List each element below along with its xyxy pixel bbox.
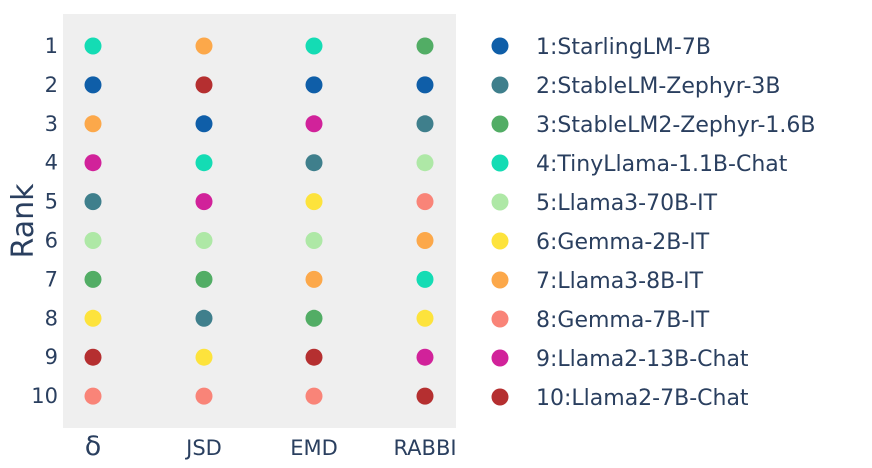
data-point (416, 76, 434, 94)
legend-marker (491, 37, 509, 55)
data-point (84, 115, 102, 133)
legend-label: 6:Gemma-2B-IT (536, 230, 710, 255)
data-point (84, 270, 102, 288)
legend-marker (491, 154, 509, 172)
data-point (416, 37, 434, 55)
y-tick-label: 9 (45, 345, 58, 369)
data-point (305, 76, 323, 94)
y-axis-ticks: 1 2 3 4 5 6 7 8 9 10 (31, 34, 58, 408)
data-point (195, 115, 213, 133)
data-point (305, 348, 323, 366)
x-axis-ticks: δ JSD EMD RABBI (85, 431, 457, 462)
data-point (416, 232, 434, 249)
data-point (416, 154, 434, 172)
data-point (84, 232, 102, 249)
y-tick-label: 5 (45, 190, 58, 214)
data-point (195, 387, 213, 405)
legend-marker (491, 115, 509, 133)
legend-marker (491, 193, 509, 211)
legend-marker (491, 349, 509, 367)
data-point (416, 193, 434, 211)
y-tick-label: 1 (45, 34, 58, 58)
legend-label: 2:StableLM-Zephyr-3B (536, 74, 780, 99)
legend-marker (491, 388, 509, 406)
data-point (416, 309, 434, 327)
data-point (416, 348, 434, 366)
data-point (305, 115, 323, 133)
data-point (305, 309, 323, 327)
data-point (195, 309, 213, 327)
legend-marker (491, 76, 509, 94)
data-point (416, 387, 434, 405)
legend-marker (491, 232, 509, 250)
legend-marker (491, 310, 509, 328)
data-point (305, 232, 323, 249)
x-tick-label: EMD (290, 436, 338, 460)
legend: 1:StarlingLM-7B 2:StableLM-Zephyr-3B 3:Sta… (491, 35, 815, 411)
plot-area (63, 14, 456, 428)
y-tick-label: 10 (31, 384, 58, 408)
data-point (305, 387, 323, 405)
data-point (305, 270, 323, 288)
data-point (84, 387, 102, 405)
legend-label: 4:TinyLlama-1.1B-Chat (536, 152, 788, 177)
data-point (305, 154, 323, 172)
data-point (416, 115, 434, 133)
data-point (84, 309, 102, 327)
legend-label: 5:Llama3-70B-IT (536, 191, 718, 216)
data-point (84, 348, 102, 366)
data-point (195, 348, 213, 366)
x-tick-label: RABBI (393, 436, 456, 460)
y-tick-label: 8 (45, 306, 58, 330)
data-point (195, 232, 213, 249)
x-tick-label: JSD (184, 436, 222, 460)
data-point (195, 193, 213, 211)
legend-label: 9:Llama2-13B-Chat (536, 347, 749, 372)
y-tick-label: 4 (45, 151, 58, 175)
y-tick-label: 7 (45, 267, 58, 291)
y-tick-label: 3 (45, 112, 58, 136)
data-point (305, 193, 323, 211)
legend-label: 7:Llama3-8B-IT (536, 269, 704, 294)
y-tick-label: 2 (45, 73, 58, 97)
data-point (195, 270, 213, 288)
data-point (195, 76, 213, 94)
data-point (84, 193, 102, 211)
data-point (305, 37, 323, 55)
x-tick-label: δ (85, 431, 102, 462)
legend-label: 10:Llama2-7B-Chat (536, 386, 749, 411)
data-point (84, 154, 102, 172)
data-point (195, 37, 213, 55)
legend-label: 8:Gemma-7B-IT (536, 308, 710, 333)
data-point (84, 76, 102, 94)
data-points (84, 37, 434, 405)
data-point (195, 154, 213, 172)
data-point (416, 270, 434, 288)
legend-label: 1:StarlingLM-7B (536, 35, 711, 60)
legend-marker (491, 271, 509, 289)
legend-label: 3:StableLM2-Zephyr-1.6B (536, 113, 815, 138)
y-axis-title: Rank (6, 183, 41, 259)
data-point (84, 37, 102, 55)
y-tick-label: 6 (45, 229, 58, 253)
